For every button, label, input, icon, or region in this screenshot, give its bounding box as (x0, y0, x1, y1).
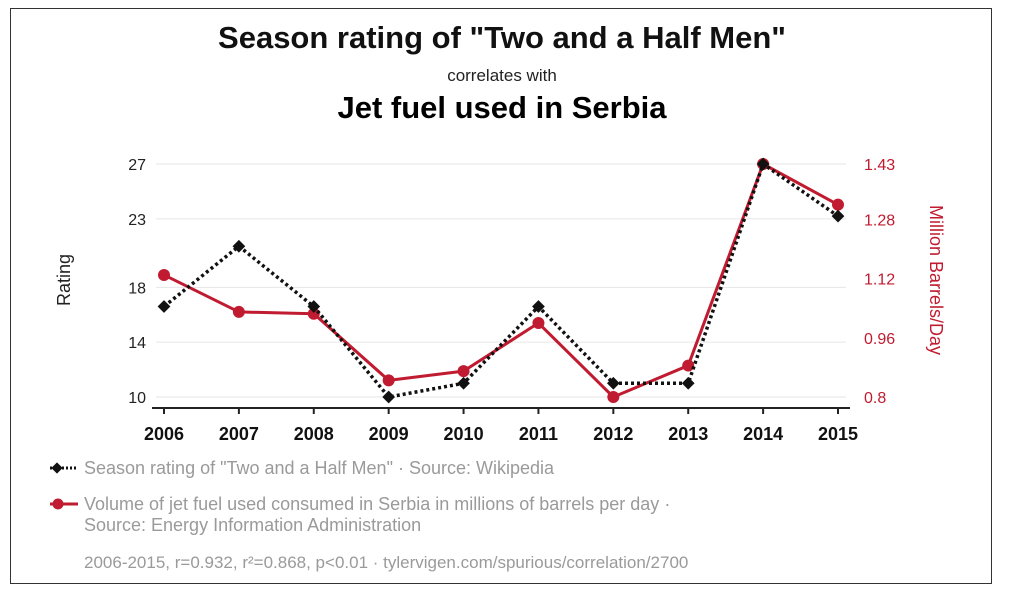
y-right-tick-label: 1.28 (864, 212, 895, 229)
x-tick-label: 2010 (444, 424, 484, 444)
x-tick-label: 2007 (219, 424, 259, 444)
x-tick-label: 2009 (369, 424, 409, 444)
legend-fuel-source: Source: Energy Information Administratio… (84, 515, 422, 535)
series-line-rating (162, 161, 839, 399)
y-right-tick-label: 1.12 (864, 272, 895, 289)
point-rating (457, 376, 470, 390)
legend-rating-label: Season rating of "Two and a Half Men" (84, 458, 393, 478)
point-rating (157, 300, 171, 313)
point-fuel (607, 391, 620, 403)
chart-subtitle: correlates with (447, 66, 557, 85)
point-fuel (382, 374, 395, 387)
point-rating (232, 239, 246, 253)
x-tick-label: 2008 (294, 424, 334, 444)
x-tick-label: 2013 (668, 424, 708, 444)
y-left-tick-label: 23 (128, 212, 146, 229)
y-right-tick-label: 0.96 (864, 331, 895, 348)
x-tick-label: 2011 (519, 424, 558, 444)
legend-separator: · (659, 494, 671, 514)
point-rating (382, 390, 396, 404)
legend-fuel-label: Volume of jet fuel used consumed in Serb… (84, 494, 660, 514)
point-fuel (457, 365, 470, 378)
legend-item-fuel: Volume of jet fuel used consumed in Serb… (48, 494, 670, 536)
legend-rating-source: Source: Wikipedia (408, 458, 555, 478)
point-fuel (158, 268, 170, 281)
x-tick-label: 2014 (743, 424, 783, 444)
legend-fuel-marker (48, 494, 80, 514)
point-fuel (307, 307, 320, 320)
chart-footnote: 2006-2015, r=0.932, r²=0.868, p<0.01 · t… (84, 553, 689, 572)
y-right-tick-label: 1.43 (864, 157, 895, 174)
legend-rating-marker (48, 458, 80, 478)
y-left-tick-label: 14 (128, 335, 146, 352)
chart-frame (10, 8, 992, 584)
y-left-tick-label: 10 (128, 390, 146, 407)
chart-title: Season rating of "Two and a Half Men" (218, 20, 786, 55)
point-fuel (682, 359, 695, 372)
chart-title-secondary: Jet fuel used in Serbia (337, 90, 667, 125)
x-tick-label: 2006 (144, 424, 184, 444)
point-rating (307, 300, 321, 313)
x-tick-label: 2015 (818, 424, 858, 444)
x-tick-label: 2012 (593, 424, 633, 444)
y-right-axis-label: Million Barrels/Day (926, 205, 946, 355)
legend-item-rating: Season rating of "Two and a Half Men" · … (48, 458, 554, 479)
y-left-tick-label: 27 (128, 157, 146, 174)
point-fuel (532, 317, 545, 330)
y-right-tick-label: 0.8 (864, 390, 886, 407)
point-fuel (232, 305, 245, 318)
point-rating (681, 376, 695, 390)
y-left-tick-label: 18 (128, 280, 146, 297)
series-line-fuel (163, 162, 839, 399)
y-left-axis-label: Rating (54, 254, 74, 306)
point-fuel (832, 198, 844, 211)
legend-separator: · (392, 458, 409, 478)
